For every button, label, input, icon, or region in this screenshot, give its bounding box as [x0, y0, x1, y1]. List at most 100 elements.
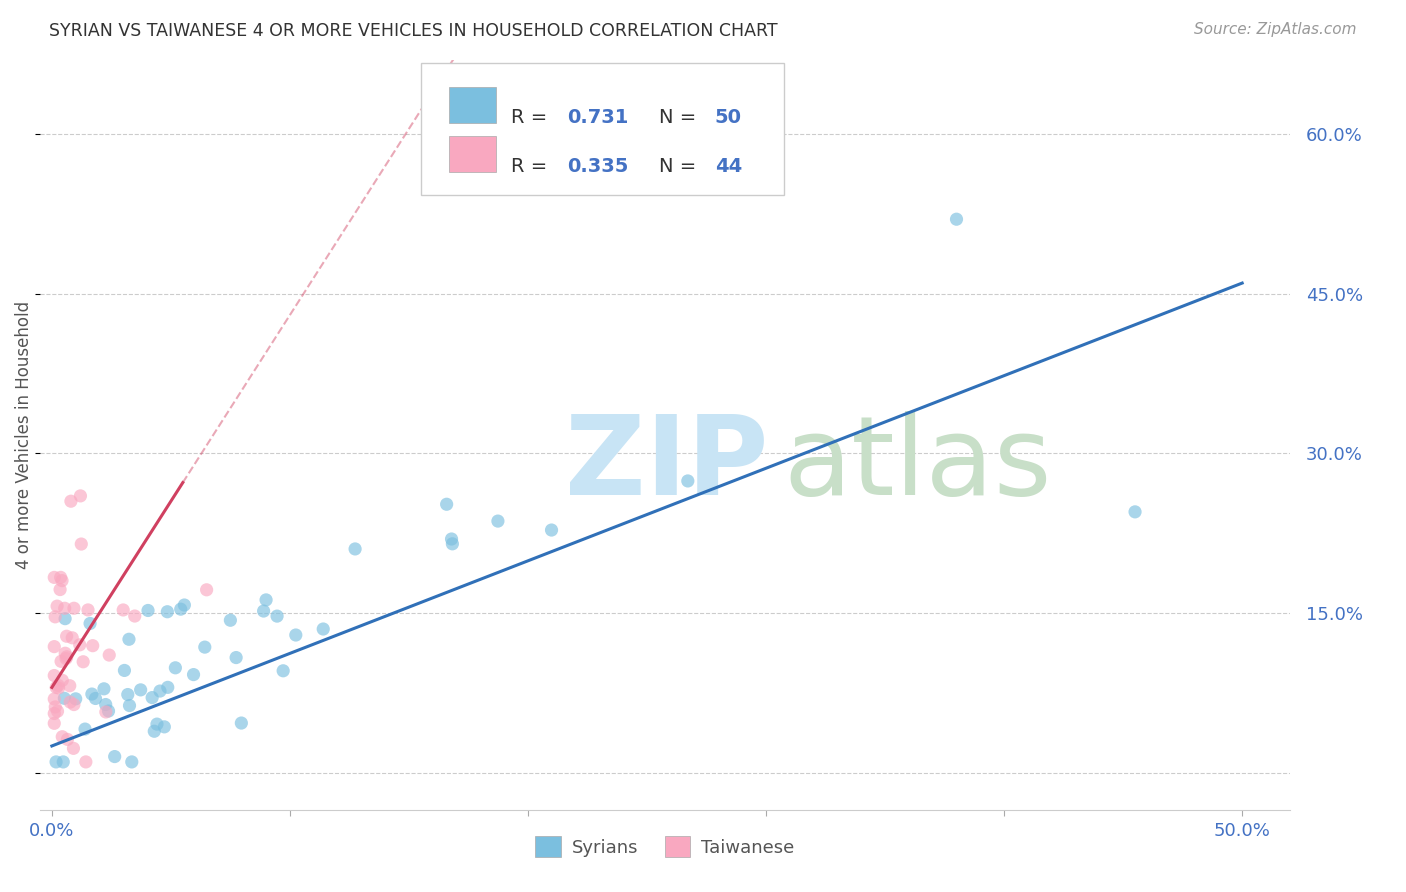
Point: [45, 755, 67, 769]
Point: [170, 602, 193, 616]
FancyBboxPatch shape: [449, 136, 496, 172]
Text: atlas: atlas: [783, 411, 1052, 518]
Point: [65, 691, 87, 706]
Text: 44: 44: [714, 157, 742, 176]
Point: [59, 679, 82, 693]
Point: [121, 755, 143, 769]
Point: [55, 649, 77, 664]
Point: [136, 603, 159, 617]
Point: [436, 497, 458, 511]
Point: [165, 661, 187, 675]
Point: [55, 651, 77, 665]
Point: [55, 629, 77, 643]
Point: [46, 599, 69, 614]
Point: [344, 541, 367, 556]
Point: [98, 648, 121, 662]
Point: [117, 688, 139, 702]
Point: [82, 639, 104, 653]
Point: [51, 730, 73, 744]
Point: [80, 687, 103, 701]
Point: [146, 717, 169, 731]
Point: [70, 537, 93, 551]
Point: [266, 609, 288, 624]
Point: [75, 755, 97, 769]
Legend: Syrians, Taiwanese: Syrians, Taiwanese: [529, 830, 801, 864]
Point: [284, 628, 307, 642]
Point: [676, 474, 699, 488]
Point: [69, 638, 91, 652]
Point: [195, 582, 218, 597]
Point: [73, 722, 96, 736]
Point: [44, 668, 66, 682]
Text: ZIP: ZIP: [565, 411, 768, 518]
Point: [156, 605, 179, 619]
Point: [441, 537, 464, 551]
Point: [540, 523, 562, 537]
Point: [112, 603, 135, 617]
FancyBboxPatch shape: [449, 87, 496, 123]
Point: [93, 681, 115, 696]
Point: [231, 716, 253, 731]
Text: Source: ZipAtlas.com: Source: ZipAtlas.com: [1194, 22, 1357, 37]
Text: 0.731: 0.731: [568, 108, 628, 127]
Point: [49, 582, 72, 597]
Point: [46, 678, 69, 692]
Point: [45, 681, 67, 695]
Text: 50: 50: [714, 108, 742, 127]
Point: [225, 650, 247, 665]
Point: [44, 700, 66, 714]
Text: N =: N =: [658, 108, 702, 127]
Point: [59, 695, 82, 709]
Point: [53, 646, 76, 660]
FancyBboxPatch shape: [422, 63, 783, 194]
Text: R =: R =: [512, 108, 554, 127]
Point: [440, 532, 463, 546]
Point: [62, 741, 84, 756]
Point: [112, 664, 135, 678]
Point: [194, 640, 217, 654]
Point: [69, 489, 91, 503]
Point: [149, 684, 172, 698]
Point: [49, 570, 72, 584]
Point: [1123, 505, 1146, 519]
Point: [52, 755, 75, 769]
Point: [79, 616, 101, 631]
Point: [141, 690, 163, 705]
Point: [59, 494, 82, 508]
Point: [118, 632, 141, 647]
Point: [129, 682, 152, 697]
Point: [945, 212, 967, 227]
Point: [51, 574, 73, 588]
Point: [44, 716, 66, 731]
Point: [124, 609, 146, 624]
Point: [104, 749, 127, 764]
Point: [44, 640, 66, 654]
Point: [271, 664, 294, 678]
Text: SYRIAN VS TAIWANESE 4 OR MORE VEHICLES IN HOUSEHOLD CORRELATION CHART: SYRIAN VS TAIWANESE 4 OR MORE VEHICLES I…: [49, 22, 778, 40]
Point: [312, 622, 335, 636]
Point: [48, 681, 70, 695]
Point: [254, 593, 277, 607]
Point: [183, 667, 205, 681]
Point: [77, 603, 100, 617]
Point: [252, 604, 274, 618]
Point: [153, 720, 176, 734]
Point: [60, 631, 83, 645]
Point: [118, 698, 141, 713]
Text: N =: N =: [658, 157, 702, 176]
Point: [44, 692, 66, 706]
Point: [44, 570, 66, 584]
Point: [486, 514, 509, 528]
Point: [156, 681, 179, 695]
Point: [143, 724, 166, 739]
Point: [97, 704, 120, 718]
Point: [44, 706, 66, 721]
Text: R =: R =: [512, 157, 554, 176]
Point: [84, 691, 107, 706]
Point: [56, 732, 79, 747]
Point: [49, 654, 72, 668]
Point: [53, 612, 76, 626]
Point: [46, 704, 69, 718]
Point: [44, 610, 66, 624]
Point: [94, 698, 117, 712]
